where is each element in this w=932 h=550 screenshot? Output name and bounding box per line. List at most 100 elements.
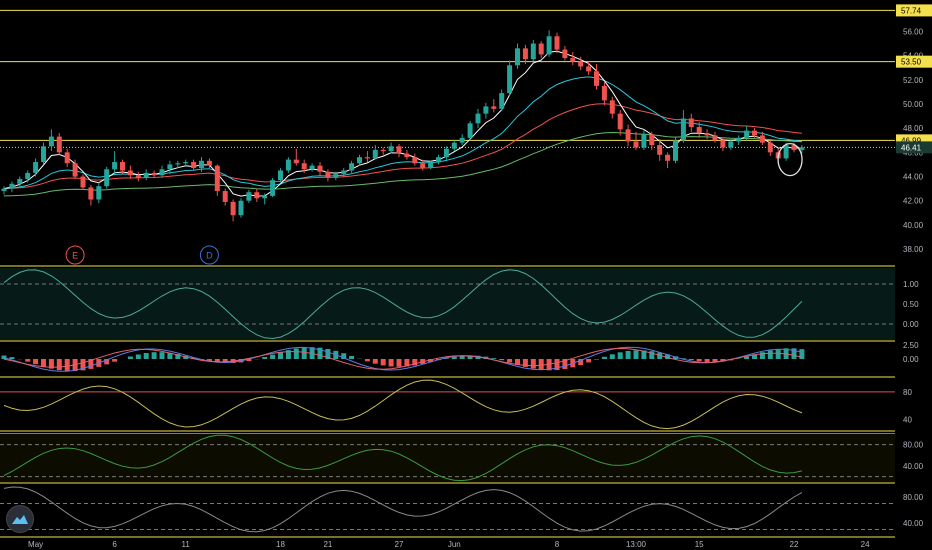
candle[interactable] — [736, 137, 742, 142]
candle[interactable] — [649, 134, 655, 146]
candle[interactable] — [262, 195, 268, 199]
candle[interactable] — [609, 100, 615, 114]
candle[interactable] — [17, 178, 23, 184]
candle[interactable] — [578, 61, 584, 67]
candle[interactable] — [491, 106, 497, 109]
event-marker[interactable] — [199, 245, 219, 265]
tradingview-logo-icon[interactable] — [6, 505, 34, 533]
candle[interactable] — [33, 162, 39, 173]
candle[interactable] — [72, 163, 78, 177]
candle[interactable] — [238, 200, 244, 216]
candle[interactable] — [88, 187, 94, 200]
candle[interactable] — [151, 172, 157, 176]
candle[interactable] — [309, 165, 315, 170]
candle[interactable] — [1, 188, 7, 192]
candle[interactable] — [364, 157, 370, 159]
candle[interactable] — [230, 201, 236, 216]
candle[interactable] — [728, 141, 734, 148]
candle[interactable] — [183, 162, 189, 164]
candle[interactable] — [752, 130, 757, 136]
candle[interactable] — [293, 159, 299, 164]
candle[interactable] — [522, 48, 528, 60]
candle[interactable] — [436, 157, 441, 163]
candle[interactable] — [467, 123, 473, 138]
candle[interactable] — [214, 165, 220, 192]
indicator-panels[interactable] — [0, 268, 895, 538]
candle[interactable] — [143, 172, 149, 178]
candle[interactable] — [199, 160, 204, 169]
candle[interactable] — [483, 106, 489, 114]
candle[interactable] — [538, 43, 544, 55]
candle[interactable] — [64, 152, 70, 164]
candle[interactable] — [396, 146, 402, 154]
candle[interactable] — [317, 165, 323, 172]
candle[interactable] — [712, 135, 718, 141]
candle[interactable] — [617, 113, 623, 130]
candle[interactable] — [744, 130, 750, 138]
candle[interactable] — [404, 153, 410, 158]
candle[interactable] — [48, 136, 54, 147]
candle[interactable] — [222, 191, 228, 202]
candle[interactable] — [570, 58, 576, 62]
candle[interactable] — [412, 157, 418, 164]
candle[interactable] — [459, 137, 465, 143]
candle[interactable] — [380, 149, 386, 152]
candle[interactable] — [562, 49, 568, 59]
candle[interactable] — [673, 140, 678, 161]
candle[interactable] — [56, 136, 62, 153]
candle[interactable] — [704, 133, 710, 136]
candle[interactable] — [554, 36, 560, 50]
candle[interactable] — [515, 48, 520, 66]
candle[interactable] — [175, 163, 181, 165]
candle[interactable] — [167, 164, 173, 170]
candle[interactable] — [799, 147, 805, 150]
candle[interactable] — [270, 180, 276, 196]
candle[interactable] — [499, 93, 505, 109]
candle[interactable] — [696, 126, 702, 133]
candle[interactable] — [135, 175, 141, 178]
candle[interactable] — [254, 192, 260, 199]
candle[interactable] — [546, 36, 552, 55]
candle[interactable] — [665, 154, 671, 161]
candle[interactable] — [325, 171, 331, 178]
candle[interactable] — [191, 162, 197, 169]
candle[interactable] — [507, 65, 513, 94]
candle[interactable] — [372, 149, 378, 159]
candle[interactable] — [9, 183, 15, 189]
candle[interactable] — [791, 145, 797, 150]
candle[interactable] — [428, 162, 434, 169]
candle[interactable] — [333, 174, 339, 178]
candle[interactable] — [206, 160, 212, 166]
candle[interactable] — [349, 163, 355, 171]
candle[interactable] — [341, 170, 347, 175]
candle[interactable] — [625, 129, 631, 142]
candle[interactable] — [25, 172, 31, 179]
candle[interactable] — [278, 170, 283, 181]
candle[interactable] — [388, 146, 394, 152]
candle[interactable] — [159, 169, 165, 176]
candle[interactable] — [443, 148, 449, 158]
candle[interactable] — [41, 146, 46, 163]
candle[interactable] — [420, 163, 426, 169]
candle[interactable] — [633, 141, 639, 148]
candle[interactable] — [301, 163, 307, 170]
candle[interactable] — [357, 157, 362, 164]
candle[interactable] — [127, 170, 133, 176]
candle[interactable] — [112, 162, 118, 170]
candle[interactable] — [120, 162, 125, 171]
candle[interactable] — [783, 145, 789, 159]
candle[interactable] — [451, 142, 457, 149]
candle[interactable] — [246, 192, 252, 201]
candle[interactable] — [475, 113, 481, 124]
event-marker[interactable] — [65, 245, 85, 265]
candle[interactable] — [530, 43, 536, 60]
candle[interactable] — [641, 134, 647, 148]
candle[interactable] — [759, 135, 765, 143]
candle[interactable] — [680, 118, 686, 141]
candle[interactable] — [657, 145, 663, 155]
candle[interactable] — [601, 85, 607, 101]
candle[interactable] — [285, 159, 291, 171]
candle[interactable] — [104, 169, 110, 187]
candle[interactable] — [688, 118, 694, 127]
